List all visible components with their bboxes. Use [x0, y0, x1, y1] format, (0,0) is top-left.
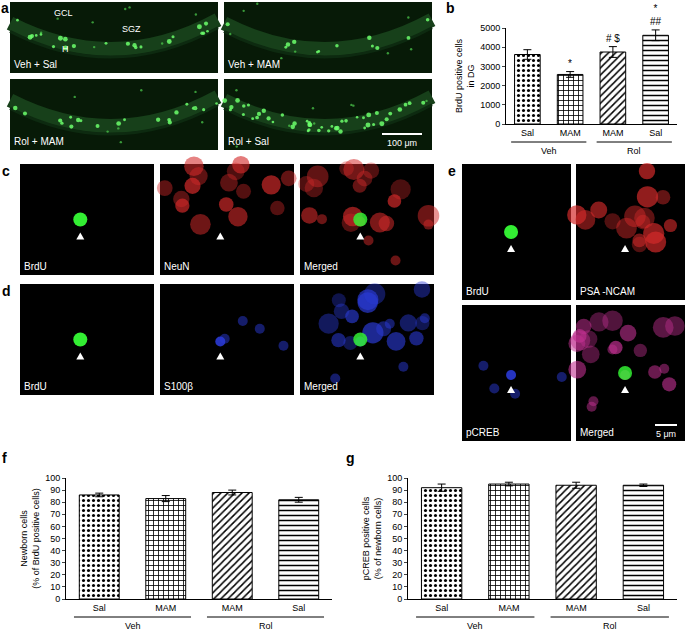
svg-text:Merged: Merged [304, 381, 338, 392]
svg-text:20: 20 [50, 570, 60, 580]
svg-text:Rol + Sal: Rol + Sal [228, 136, 269, 147]
svg-text:100: 100 [387, 473, 402, 483]
svg-text:g: g [346, 450, 355, 466]
svg-text:Veh + MAM: Veh + MAM [228, 59, 280, 70]
svg-text:Veh: Veh [125, 621, 141, 631]
svg-text:Sal: Sal [649, 128, 662, 138]
svg-text:MAM: MAM [498, 603, 519, 613]
svg-text:Merged: Merged [304, 261, 338, 272]
svg-text:Rol: Rol [259, 621, 273, 631]
svg-text:# $: # $ [606, 33, 620, 44]
svg-text:c: c [2, 163, 10, 179]
svg-text:5000: 5000 [480, 23, 500, 33]
svg-text:100: 100 [45, 473, 60, 483]
svg-text:80: 80 [392, 497, 402, 507]
svg-text:30: 30 [50, 558, 60, 568]
svg-text:Sal: Sal [521, 128, 534, 138]
svg-text:30: 30 [392, 558, 402, 568]
svg-text:*: * [568, 58, 572, 69]
svg-text:Merged: Merged [580, 427, 614, 438]
svg-text:S100β: S100β [164, 381, 193, 392]
svg-text:0: 0 [397, 594, 402, 604]
svg-text:10: 10 [50, 582, 60, 592]
svg-text:20: 20 [392, 570, 402, 580]
svg-text:BrdU: BrdU [24, 261, 47, 272]
svg-text:60: 60 [392, 522, 402, 532]
svg-text:Veh: Veh [541, 146, 557, 156]
svg-text:*##: *## [650, 3, 662, 27]
svg-text:5 μm: 5 μm [656, 429, 676, 439]
svg-text:4000: 4000 [480, 42, 500, 52]
svg-text:H: H [62, 44, 69, 54]
svg-text:100 μm: 100 μm [387, 138, 417, 148]
svg-text:90: 90 [392, 485, 402, 495]
svg-text:3000: 3000 [480, 62, 500, 72]
svg-text:d: d [2, 283, 11, 299]
svg-text:MAM: MAM [560, 128, 581, 138]
svg-text:0: 0 [495, 119, 500, 129]
svg-text:40: 40 [392, 546, 402, 556]
svg-text:50: 50 [392, 534, 402, 544]
svg-text:f: f [2, 450, 7, 466]
svg-text:70: 70 [392, 509, 402, 519]
svg-text:2000: 2000 [480, 81, 500, 91]
svg-text:Newborn cells(% of BrdU positi: Newborn cells(% of BrdU positive cells) [19, 488, 41, 589]
svg-text:10: 10 [392, 582, 402, 592]
svg-text:MAM: MAM [155, 603, 176, 613]
svg-text:BrdU positive cellsin DG: BrdU positive cellsin DG [454, 38, 476, 113]
svg-text:80: 80 [50, 497, 60, 507]
svg-text:Rol: Rol [627, 146, 641, 156]
svg-text:BrdU: BrdU [24, 381, 47, 392]
svg-text:Veh: Veh [467, 621, 483, 631]
svg-text:Sal: Sal [292, 603, 305, 613]
svg-text:60: 60 [50, 522, 60, 532]
svg-text:50: 50 [50, 534, 60, 544]
svg-text:e: e [448, 163, 456, 179]
svg-text:Rol: Rol [603, 621, 617, 631]
svg-text:Sal: Sal [637, 603, 650, 613]
svg-text:NeuN: NeuN [164, 261, 190, 272]
svg-text:b: b [446, 0, 455, 16]
svg-text:PSA -NCAM: PSA -NCAM [580, 286, 635, 297]
svg-text:pCREB positive cells(% of newb: pCREB positive cells(% of newborn cells) [361, 496, 383, 580]
svg-text:SGZ: SGZ [122, 24, 141, 34]
svg-text:Sal: Sal [93, 603, 106, 613]
svg-text:GCL: GCL [54, 8, 73, 18]
svg-text:Rol + MAM: Rol + MAM [14, 136, 64, 147]
svg-text:a: a [1, 0, 9, 16]
svg-text:Veh + Sal: Veh + Sal [14, 59, 57, 70]
svg-text:BrdU: BrdU [466, 286, 489, 297]
svg-text:0: 0 [55, 594, 60, 604]
svg-text:70: 70 [50, 509, 60, 519]
svg-text:1000: 1000 [480, 100, 500, 110]
svg-text:pCREB: pCREB [466, 427, 500, 438]
svg-text:40: 40 [50, 546, 60, 556]
svg-text:MAM: MAM [602, 128, 623, 138]
svg-text:MAM: MAM [566, 603, 587, 613]
svg-text:Sal: Sal [435, 603, 448, 613]
svg-text:90: 90 [50, 485, 60, 495]
svg-text:MAM: MAM [222, 603, 243, 613]
